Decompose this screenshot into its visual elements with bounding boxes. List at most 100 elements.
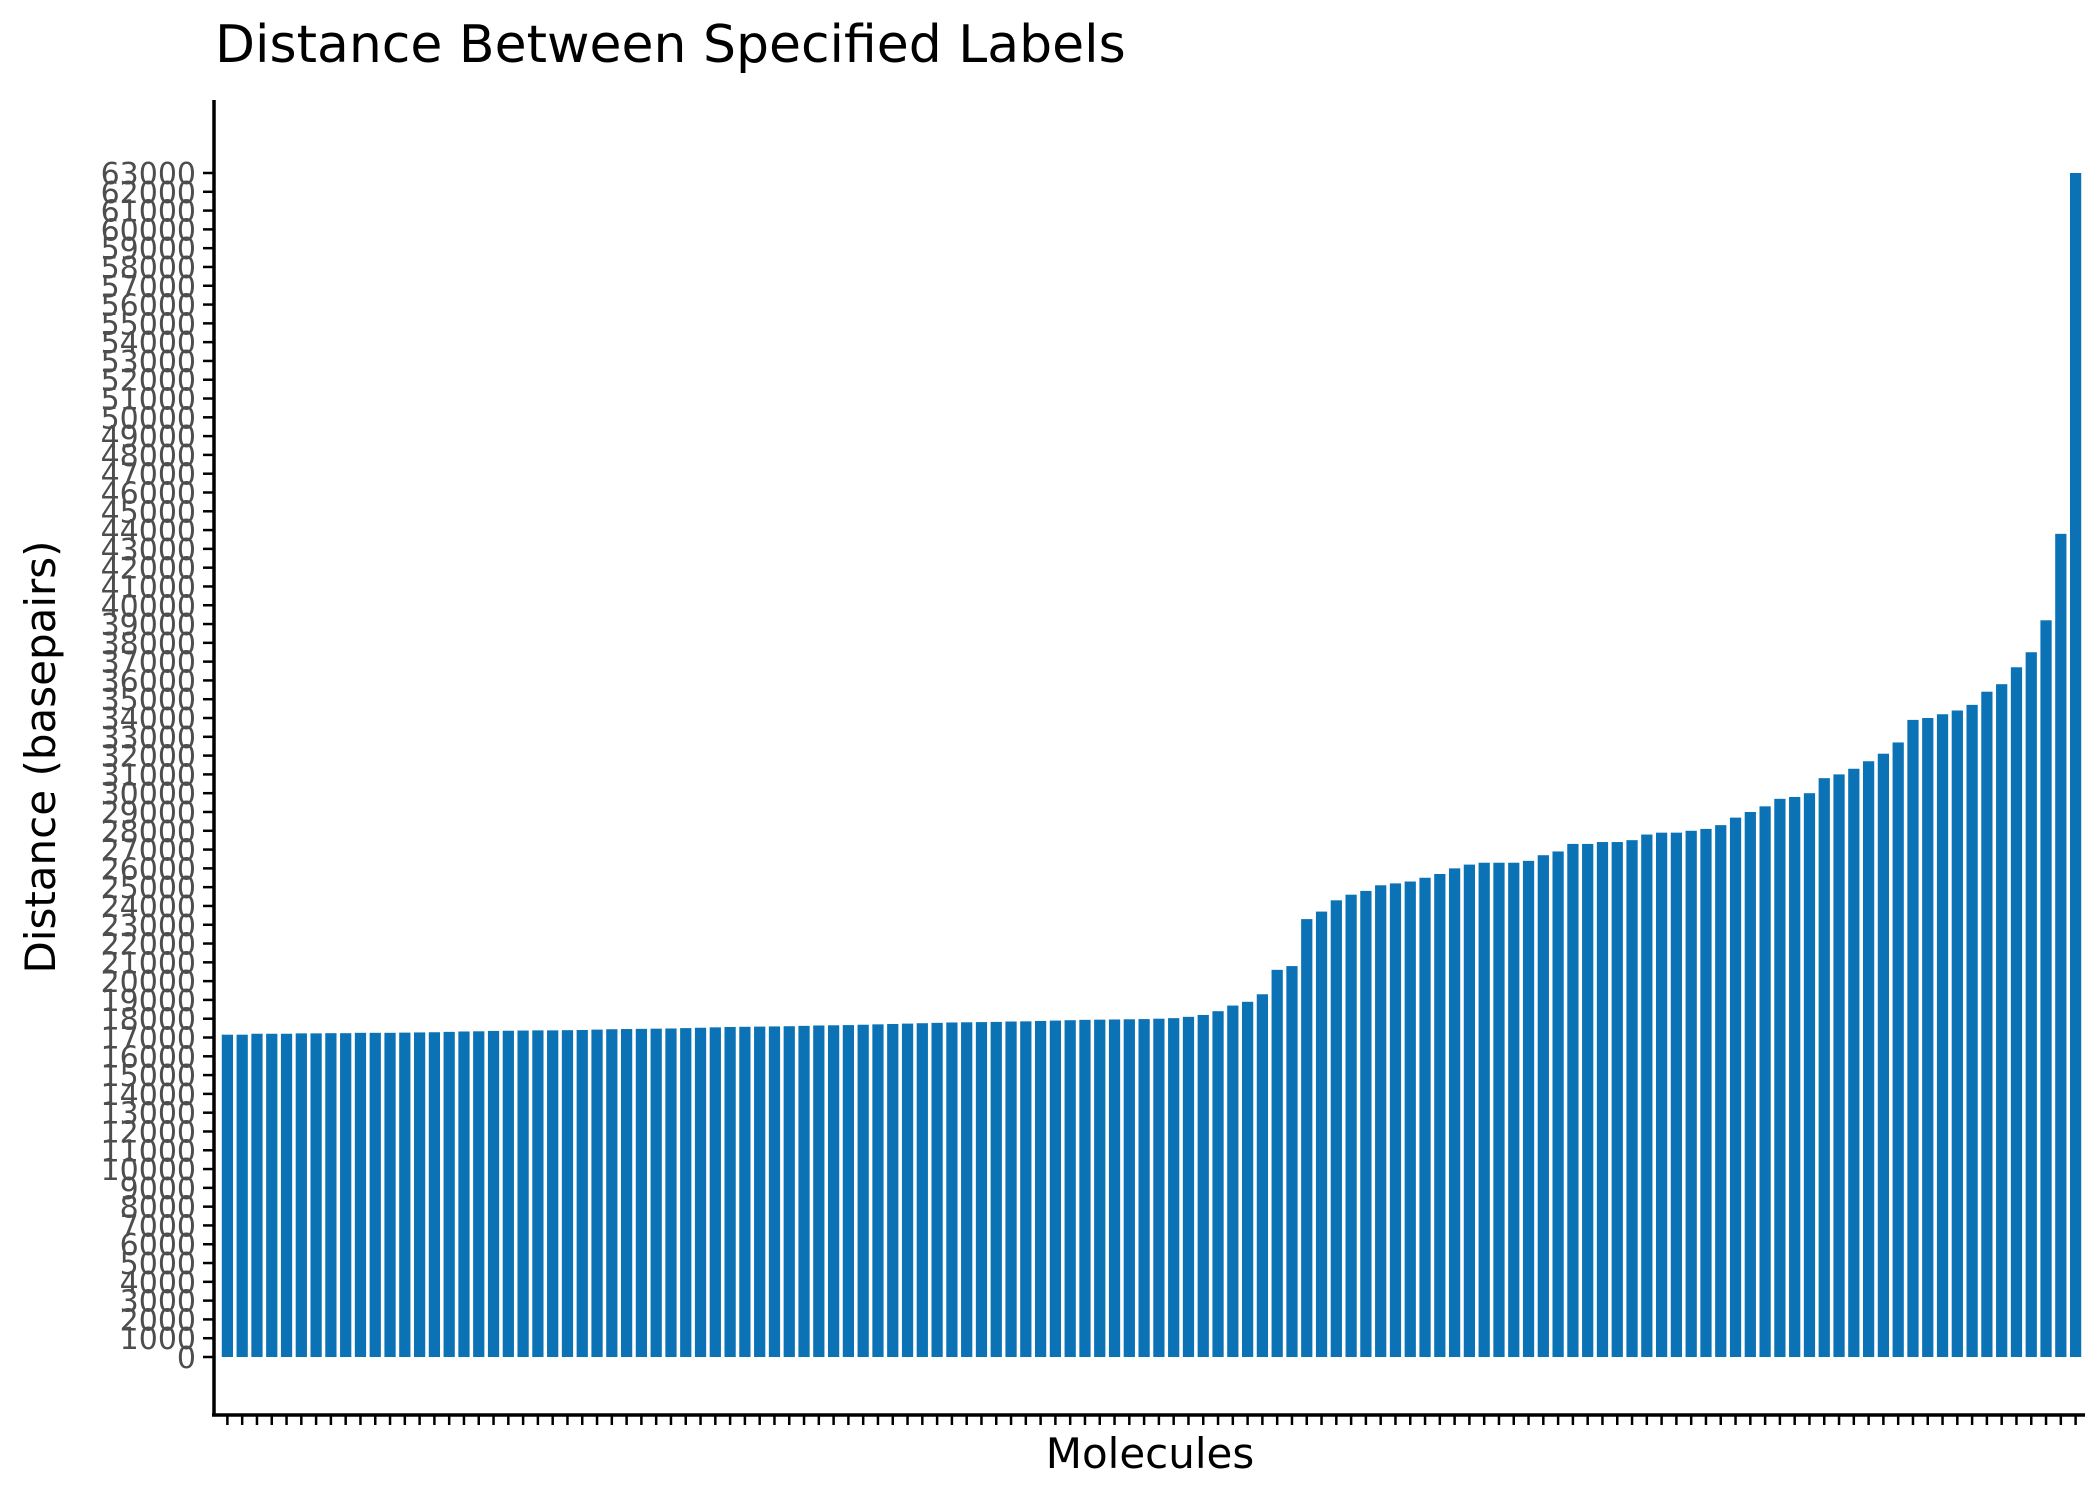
y-tick-label: 23000 [101,909,196,944]
y-tick-label: 32000 [101,740,196,775]
bar [1182,1016,1195,1357]
bar [961,1022,973,1357]
y-tick-label: 54000 [101,326,196,361]
y-tick-label: 33000 [101,721,196,756]
bar [1670,832,1683,1357]
bar [1375,885,1387,1357]
bar [1049,1020,1062,1357]
y-tick-label: 10000 [101,1153,196,1188]
bar [680,1028,692,1357]
bar [1936,714,1949,1357]
bar [428,1032,441,1357]
bar [1448,868,1461,1357]
y-tick-label: 25000 [101,871,196,906]
bar [1596,842,1609,1357]
bar [798,1025,810,1357]
bar [946,1022,958,1357]
bar [901,1023,914,1357]
bar [827,1025,840,1357]
y-tick-label: 58000 [101,251,196,286]
bar [532,1030,544,1357]
bars-group [221,173,2082,1357]
bar [783,1026,795,1357]
bar [1848,768,1860,1357]
bar [1463,864,1476,1357]
bar [1833,774,1845,1357]
bar [280,1033,293,1357]
bar [1715,825,1727,1357]
y-tick-label: 0 [177,1341,196,1376]
bar [1168,1018,1180,1357]
bar [561,1030,574,1357]
y-tick-label: 27000 [101,834,196,869]
y-tick-label: 2000 [120,1303,196,1338]
bar [724,1026,736,1357]
bar [413,1032,426,1357]
y-tick-label: 59000 [101,232,196,267]
bar [1094,1019,1106,1357]
bar [1966,704,1978,1357]
bar [1567,843,1579,1357]
y-tick-label: 24000 [101,890,196,925]
bar [739,1026,751,1357]
bar [1434,874,1446,1357]
y-tick-label: 19000 [101,984,196,1019]
bar [1655,832,1668,1357]
bar [1922,718,1934,1357]
bar [1981,691,1993,1357]
bar [1005,1021,1017,1357]
y-tick-label: 5000 [120,1247,196,1282]
y-tick-label: 35000 [101,683,196,718]
bar [399,1032,411,1357]
bar [295,1033,307,1357]
bar [576,1029,588,1357]
bar [1153,1018,1165,1357]
bar [1774,798,1786,1357]
bar [384,1032,396,1357]
y-tick-label: 34000 [101,702,196,737]
bar [620,1029,633,1357]
chart-title: Distance Between Specified Labels [215,15,1126,75]
bar [1345,894,1357,1357]
bar [354,1032,367,1357]
bar [2010,667,2023,1357]
bar [236,1034,248,1357]
y-tick-label: 3000 [120,1285,196,1320]
bar [650,1028,662,1357]
y-tick-label: 15000 [101,1059,196,1094]
bar [502,1030,514,1357]
bar [694,1027,707,1357]
bar [1700,828,1712,1357]
bar [1803,793,1816,1357]
x-axis-label: Molecules [1046,1429,1255,1478]
y-axis-label: Distance (basepairs) [16,540,65,973]
y-tick-label: 48000 [101,439,196,474]
y-tick-label: 43000 [101,533,196,568]
y-tick-label: 1000 [120,1322,196,1357]
bar [1301,919,1313,1357]
bar [1611,842,1623,1357]
bar [1079,1019,1091,1357]
y-tick-label: 36000 [101,664,196,699]
bar [1493,862,1505,1357]
bar [606,1029,618,1357]
bar [1744,811,1756,1357]
bar [1892,742,1904,1357]
y-tick-label: 51000 [101,383,196,418]
bar [251,1033,263,1357]
y-tick-label: 11000 [101,1134,196,1169]
y-tick-label: 44000 [101,514,196,549]
bar [1789,796,1801,1357]
bar [1404,881,1416,1357]
bar [990,1021,1002,1357]
bar [1907,719,1919,1357]
bar [916,1023,928,1357]
bar [1522,860,1535,1357]
bar [1064,1020,1076,1357]
bar [813,1025,825,1357]
y-tick-label: 56000 [101,289,196,324]
bar [975,1022,988,1357]
bar [1862,761,1875,1357]
bar [1123,1019,1135,1357]
y-tick-label: 40000 [101,589,196,624]
